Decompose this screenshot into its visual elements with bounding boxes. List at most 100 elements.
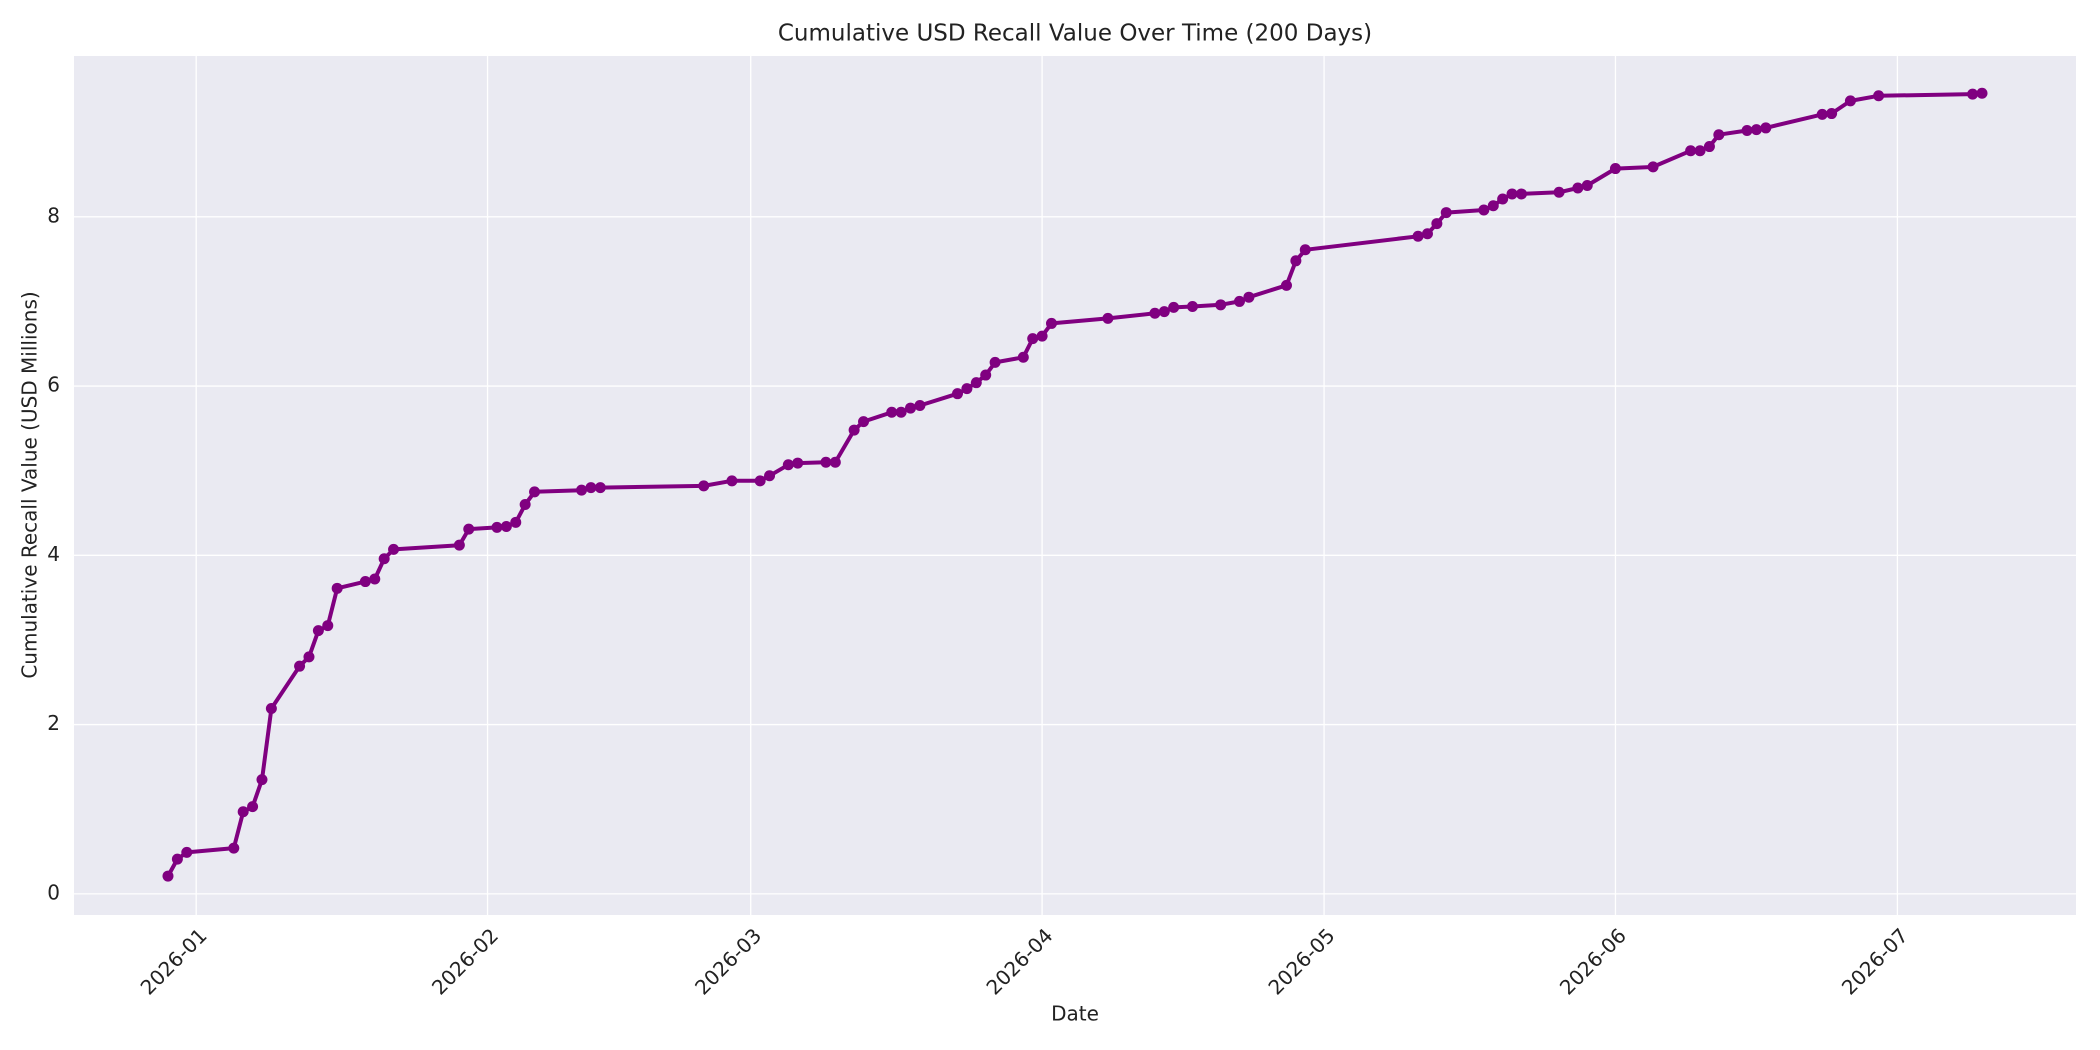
data-point bbox=[359, 576, 371, 588]
data-point bbox=[1703, 141, 1715, 153]
plot-area bbox=[74, 56, 2076, 915]
data-point bbox=[886, 406, 898, 418]
data-point bbox=[256, 774, 268, 786]
data-point bbox=[782, 459, 794, 471]
data-point bbox=[294, 660, 306, 672]
data-point bbox=[388, 543, 400, 555]
data-point bbox=[1102, 312, 1114, 324]
data-point bbox=[594, 482, 606, 494]
data-point bbox=[989, 356, 1001, 368]
data-point bbox=[1243, 291, 1255, 303]
data-point bbox=[848, 424, 860, 436]
data-point bbox=[510, 516, 522, 528]
data-point bbox=[1046, 317, 1058, 329]
data-point bbox=[228, 842, 240, 854]
data-point bbox=[1280, 279, 1292, 291]
data-point bbox=[698, 480, 710, 492]
x-tick-label: 2026-02 bbox=[427, 923, 503, 999]
data-point bbox=[905, 402, 917, 414]
data-point bbox=[1421, 228, 1433, 240]
x-tick-label: 2026-07 bbox=[1837, 923, 1913, 999]
data-point bbox=[237, 806, 249, 818]
data-point bbox=[1515, 188, 1527, 200]
data-point bbox=[247, 801, 259, 813]
data-point bbox=[585, 482, 597, 494]
x-tick-label: 2026-05 bbox=[1263, 923, 1339, 999]
data-point bbox=[1826, 108, 1838, 120]
data-point bbox=[500, 521, 512, 533]
data-point bbox=[463, 523, 475, 535]
data-point bbox=[453, 539, 465, 551]
data-point bbox=[519, 499, 531, 511]
y-axis-label: Cumulative Recall Value (USD Millions) bbox=[18, 291, 42, 678]
y-tick-label: 6 bbox=[47, 373, 60, 397]
data-point bbox=[1478, 204, 1490, 216]
data-point bbox=[576, 484, 588, 496]
data-point bbox=[1215, 299, 1227, 311]
data-point bbox=[1967, 88, 1979, 100]
y-tick-label: 2 bbox=[47, 711, 60, 735]
data-point bbox=[1149, 307, 1161, 319]
data-point bbox=[171, 853, 183, 865]
data-point bbox=[1816, 108, 1828, 120]
data-point bbox=[1027, 333, 1039, 345]
data-point bbox=[895, 406, 907, 418]
data-point bbox=[1299, 244, 1311, 256]
data-point bbox=[1713, 129, 1725, 141]
data-point bbox=[858, 416, 870, 428]
data-point bbox=[829, 456, 841, 468]
data-point bbox=[1233, 295, 1245, 307]
data-point bbox=[1609, 163, 1621, 175]
data-point bbox=[1760, 122, 1772, 134]
x-tick-label: 2026-03 bbox=[690, 923, 766, 999]
data-point bbox=[764, 470, 776, 482]
x-tick-label: 2026-06 bbox=[1555, 923, 1631, 999]
data-point bbox=[1750, 124, 1762, 136]
data-point bbox=[1976, 87, 1988, 99]
data-point bbox=[1506, 188, 1518, 200]
data-point bbox=[1168, 301, 1180, 313]
data-point bbox=[1412, 230, 1424, 242]
data-point bbox=[961, 383, 973, 395]
data-point bbox=[1844, 95, 1856, 107]
x-tick-label: 2026-01 bbox=[136, 923, 212, 999]
x-tick-label: 2026-04 bbox=[981, 923, 1057, 999]
chart-title: Cumulative USD Recall Value Over Time (2… bbox=[778, 21, 1372, 47]
data-point bbox=[1290, 255, 1302, 267]
data-point bbox=[1036, 330, 1048, 342]
data-point bbox=[726, 475, 738, 487]
data-point bbox=[491, 521, 503, 533]
data-point bbox=[312, 625, 324, 637]
data-point bbox=[181, 846, 193, 858]
data-point bbox=[1873, 90, 1885, 102]
data-point bbox=[914, 400, 926, 412]
data-point bbox=[1431, 218, 1443, 230]
y-tick-label: 0 bbox=[47, 880, 60, 904]
data-point bbox=[331, 582, 343, 594]
data-point bbox=[1497, 193, 1509, 205]
data-point bbox=[1186, 301, 1198, 313]
data-point bbox=[970, 377, 982, 389]
data-line bbox=[166, 91, 1983, 878]
data-point bbox=[754, 475, 766, 487]
data-point bbox=[322, 620, 334, 632]
data-point bbox=[952, 388, 964, 400]
data-point bbox=[529, 486, 541, 498]
data-point bbox=[1581, 179, 1593, 191]
y-tick-label: 8 bbox=[47, 203, 60, 227]
data-point bbox=[1741, 124, 1753, 136]
data-point bbox=[303, 651, 315, 663]
data-point bbox=[1572, 182, 1584, 194]
data-point bbox=[1694, 145, 1706, 157]
data-point bbox=[162, 870, 174, 882]
x-axis-label: Date bbox=[1051, 1002, 1099, 1026]
data-point bbox=[1440, 207, 1452, 219]
data-point bbox=[378, 553, 390, 565]
data-point bbox=[1487, 200, 1499, 212]
data-point bbox=[265, 703, 277, 715]
data-point bbox=[1017, 351, 1029, 363]
data-point bbox=[1685, 145, 1697, 157]
data-point bbox=[980, 369, 992, 381]
